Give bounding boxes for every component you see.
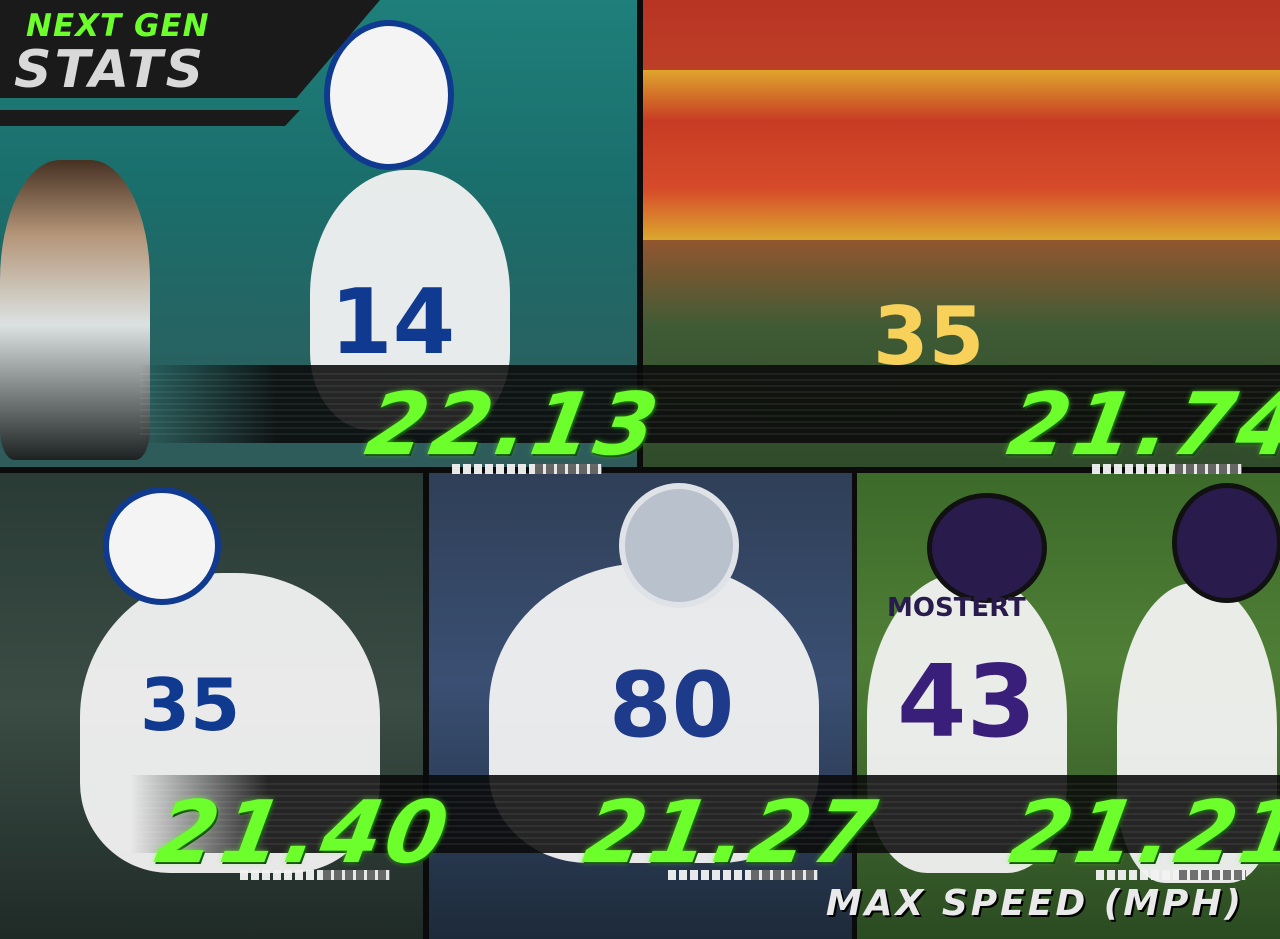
logo-underline <box>0 110 300 126</box>
helmet-icon <box>619 483 739 608</box>
jersey-number: 43 <box>897 643 1037 760</box>
player-photo-1: 14 <box>0 0 637 467</box>
helmet-icon <box>324 20 454 170</box>
helmet-icon <box>927 493 1047 603</box>
max-speed-label: MAX SPEED (MPH) <box>825 883 1244 924</box>
helmet-icon <box>1172 483 1280 603</box>
speed-ticks-4 <box>668 870 818 880</box>
stadium-banner <box>643 70 1280 240</box>
speed-value-3: 21.40 <box>149 783 459 883</box>
logo-text-next-gen: NEXT GEN <box>26 8 210 44</box>
next-gen-stats-logo: NEXT GEN STATS <box>0 0 380 130</box>
logo-text-stats: STATS <box>14 40 207 100</box>
stat-strip-top <box>140 365 1280 443</box>
speed-ticks-3 <box>240 870 390 880</box>
speed-ticks-5 <box>1096 870 1246 880</box>
speed-ticks-1 <box>452 464 602 474</box>
speed-value-1: 22.13 <box>359 375 669 475</box>
jersey-number: 35 <box>140 663 241 747</box>
jersey-number: 14 <box>330 270 456 375</box>
speed-ticks-2 <box>1092 464 1242 474</box>
player-photo-4: 80 <box>429 473 852 939</box>
speed-value-5: 21.21 <box>1003 783 1280 883</box>
helmet-icon <box>103 487 221 605</box>
stat-strip-bottom <box>130 775 1280 853</box>
player-name-on-jersey: MOSTERT <box>887 593 1026 623</box>
speed-value-2: 21.74 <box>1001 375 1280 475</box>
speed-value-4: 21.27 <box>577 783 887 883</box>
player-photo-5: MOSTERT 43 <box>857 473 1280 939</box>
cheerleader-figure <box>0 160 150 460</box>
jersey-number: 80 <box>609 653 735 758</box>
